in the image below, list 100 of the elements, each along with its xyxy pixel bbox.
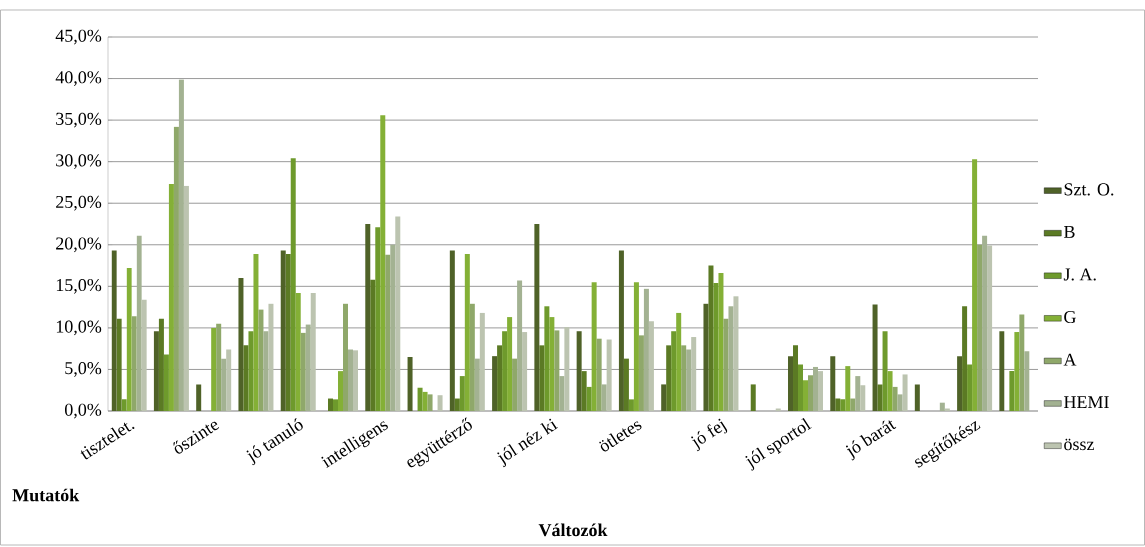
bar — [633, 282, 639, 411]
bar — [221, 358, 227, 411]
bar — [497, 345, 503, 411]
bar — [512, 358, 518, 411]
bar — [305, 324, 311, 411]
bar — [238, 278, 244, 411]
bar — [666, 345, 672, 411]
legend-label: HEMI — [1063, 396, 1109, 408]
bar — [407, 356, 413, 411]
legend-label: Szt. O. — [1064, 183, 1114, 196]
bar — [671, 331, 677, 411]
bar — [1009, 371, 1015, 411]
bar — [957, 356, 963, 411]
bar — [596, 338, 602, 411]
bar — [427, 394, 433, 411]
bar — [295, 292, 301, 411]
bar — [168, 184, 174, 411]
bar — [380, 115, 386, 411]
bar — [999, 331, 1005, 411]
bar — [454, 398, 460, 411]
bar — [982, 235, 988, 411]
legend-label: B — [1063, 225, 1075, 238]
bar — [818, 371, 824, 411]
bar — [902, 374, 908, 411]
bar — [586, 386, 592, 411]
bar — [280, 250, 286, 411]
bar — [733, 296, 739, 411]
bar — [173, 126, 179, 411]
bar — [835, 398, 841, 411]
bar — [328, 398, 334, 411]
bar — [422, 391, 428, 411]
bar — [686, 349, 692, 411]
bar — [892, 386, 898, 411]
bar — [830, 356, 836, 411]
bar — [258, 309, 264, 411]
bar — [153, 331, 159, 411]
text: Mutatók — [12, 488, 80, 502]
bar — [479, 312, 485, 411]
legend-label: össz — [1064, 438, 1094, 451]
bar — [728, 306, 734, 411]
bar — [395, 216, 401, 411]
y-tick-label: 15,0% — [56, 278, 102, 294]
bar — [618, 250, 624, 411]
bar — [253, 253, 259, 411]
x-tick-label: jó barát — [846, 420, 897, 461]
bar — [623, 358, 629, 411]
bar — [158, 318, 164, 411]
bar — [977, 244, 983, 411]
bar — [544, 306, 550, 411]
bar — [131, 316, 137, 411]
bar — [348, 349, 354, 411]
bar — [285, 253, 291, 411]
bar — [713, 283, 719, 411]
bar — [459, 376, 465, 411]
bar — [263, 331, 269, 411]
bar — [877, 384, 883, 411]
bar — [554, 330, 560, 411]
bar — [962, 306, 968, 411]
bar — [559, 376, 565, 411]
bar — [183, 185, 189, 411]
bar — [845, 366, 851, 411]
bar — [887, 371, 893, 411]
bar — [939, 402, 945, 411]
bar — [539, 345, 545, 411]
bar — [353, 350, 359, 411]
bar — [581, 371, 587, 411]
bar — [591, 282, 597, 411]
bar — [708, 265, 714, 411]
bar — [681, 345, 687, 411]
bar — [507, 317, 513, 411]
bar — [300, 332, 306, 411]
bar — [638, 335, 644, 411]
bar — [211, 327, 217, 411]
bar — [469, 303, 475, 411]
bar — [385, 254, 391, 411]
bar — [967, 364, 973, 411]
x-axis-title: Változók — [538, 523, 608, 537]
bar — [788, 356, 794, 411]
legend-label: J. A. — [1063, 268, 1096, 281]
y-tick-label: 20,0% — [56, 237, 102, 253]
x-tick-label: jól néz ki — [497, 418, 559, 468]
bar — [417, 387, 423, 411]
bar — [850, 398, 856, 411]
bar — [310, 292, 316, 411]
bar — [860, 385, 866, 411]
bar — [793, 345, 799, 411]
bar — [798, 364, 804, 411]
bar — [343, 303, 349, 411]
bar — [390, 244, 396, 411]
bar — [564, 327, 570, 411]
bar — [882, 331, 888, 411]
bar — [216, 323, 222, 411]
bar — [643, 288, 649, 411]
bar — [691, 337, 697, 411]
legend-label: A — [1063, 353, 1077, 366]
bar — [111, 250, 117, 411]
bar — [290, 158, 296, 411]
bar — [248, 331, 254, 411]
bar — [474, 358, 480, 411]
bar — [226, 349, 232, 411]
